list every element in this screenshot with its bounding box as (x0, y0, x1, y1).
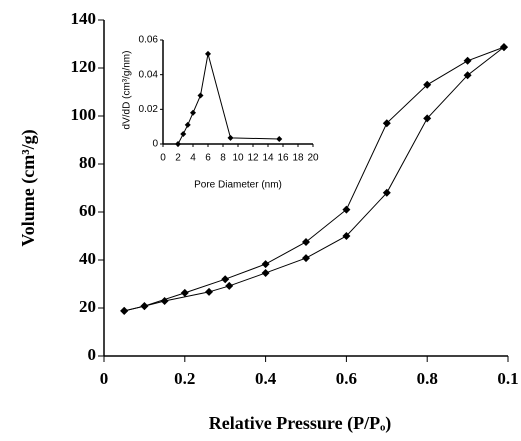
data-point (342, 232, 351, 240)
data-point (261, 260, 270, 269)
y-tick-label: 60 (79, 201, 96, 220)
data-point (302, 254, 310, 263)
data-point (221, 275, 230, 284)
x-tick-label: 16 (277, 153, 289, 164)
data-point (190, 109, 196, 116)
data-point (205, 287, 214, 296)
y-tick-label: 0.04 (139, 69, 159, 80)
data-point (463, 56, 472, 65)
data-point (180, 288, 189, 297)
y-tick-label: 100 (71, 105, 97, 124)
x-tick-label: 0 (100, 369, 109, 388)
data-point (205, 50, 211, 57)
y-axis-label: Volume (cm³/g) (18, 129, 39, 246)
series-line (177, 53, 280, 145)
x-tick-label: 20 (307, 153, 319, 164)
x-tick-label: 0.4 (255, 369, 277, 388)
x-tick-label: 6 (205, 153, 211, 164)
x-tick-label: 0.2 (174, 369, 195, 388)
y-tick-label: 140 (71, 9, 97, 28)
x-tick-label: 0 (160, 153, 166, 164)
series-line (124, 46, 505, 312)
x-tick-label: 2 (175, 153, 181, 164)
data-point (423, 80, 432, 89)
data-point (276, 135, 283, 142)
data-point (382, 119, 391, 128)
series-line (124, 46, 505, 312)
x-tick-label: 0.8 (417, 369, 438, 388)
main-chart: 0 0.2 0.4 0.6 0.8 0.1020406080100120140Relati… (18, 9, 519, 434)
x-axis-label: Pore Diameter (nm) (194, 180, 282, 191)
y-tick-label: 80 (79, 153, 96, 172)
data-point (225, 281, 234, 290)
y-tick-label: 40 (79, 249, 96, 268)
data-point (175, 141, 181, 147)
x-tick-label: 10 (232, 153, 244, 164)
y-tick-label: 0.06 (139, 35, 159, 46)
y-tick-label: 0 (152, 139, 158, 150)
x-tick-label: 8 (220, 153, 226, 164)
x-tick-label: 14 (262, 153, 274, 164)
x-tick-label: 4 (190, 153, 196, 164)
y-tick-label: 0.02 (139, 104, 159, 115)
data-point (382, 188, 391, 197)
data-point (120, 306, 129, 315)
y-tick-label: 120 (71, 57, 97, 76)
x-tick-label: 0.1 (497, 369, 518, 388)
data-point (302, 238, 310, 246)
data-point (423, 114, 432, 123)
y-tick-label: 20 (79, 297, 96, 316)
data-point (184, 121, 191, 128)
y-axis-label: dV/dD (cm³/g/nm) (122, 51, 133, 130)
data-point (499, 43, 508, 52)
data-point (197, 92, 204, 99)
data-point (261, 268, 270, 277)
data-point (342, 205, 351, 214)
x-tick-label: 12 (247, 153, 259, 164)
data-point (463, 71, 472, 80)
x-axis-label: Relative Pressure (P/Pₒ) (209, 413, 391, 434)
y-tick-label: 0 (88, 345, 97, 364)
data-point (140, 302, 149, 311)
x-tick-label: 0.6 (336, 369, 357, 388)
data-point (180, 130, 187, 137)
x-tick-label: 18 (292, 153, 304, 164)
data-point (227, 134, 234, 141)
